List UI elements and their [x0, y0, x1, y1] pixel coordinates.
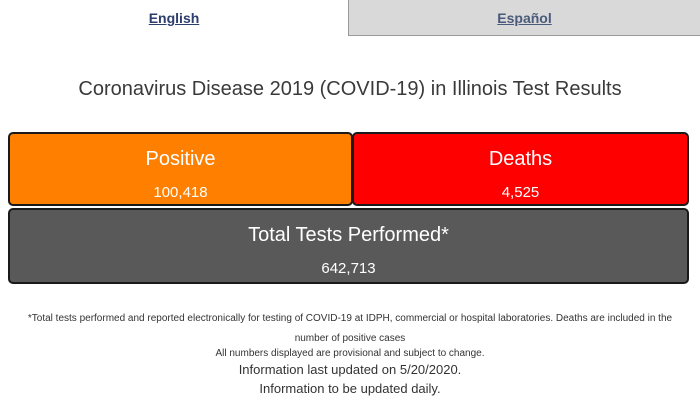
footnote: *Total tests performed and reported elec…: [27, 313, 673, 344]
deaths-label: Deaths: [488, 148, 553, 170]
total-tests-value: 642,713: [321, 260, 376, 277]
last-updated-note: Information last updated on 5/20/2020.: [238, 362, 462, 377]
tab-english[interactable]: English: [0, 0, 348, 36]
language-tabs: English Español: [0, 0, 700, 36]
update-frequency-note: Information to be updated daily.: [259, 381, 441, 396]
total-tests-card: Total Tests Performed* 642,713: [8, 208, 689, 284]
deaths-card: Deaths 4,525: [352, 132, 689, 206]
provisional-note: All numbers displayed are provisional an…: [215, 348, 485, 359]
deaths-value: 4,525: [501, 184, 540, 201]
page-title: Coronavirus Disease 2019 (COVID-19) in I…: [78, 78, 622, 100]
tab-espanol[interactable]: Español: [348, 0, 700, 36]
positive-label: Positive: [145, 148, 216, 170]
positive-card: Positive 100,418: [8, 132, 353, 206]
total-tests-label: Total Tests Performed*: [248, 224, 449, 246]
positive-value: 100,418: [153, 184, 208, 201]
